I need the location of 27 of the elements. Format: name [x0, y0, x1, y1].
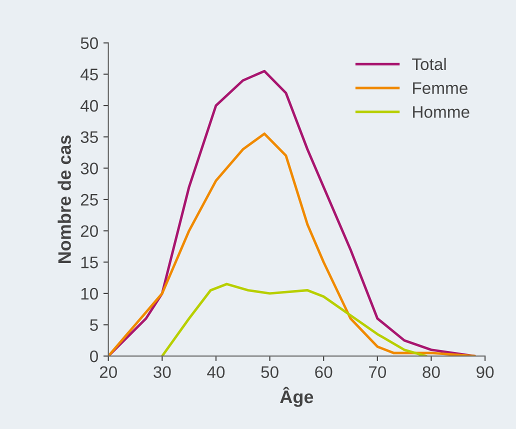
x-tick-label: 90: [476, 366, 494, 378]
y-tick-label: 0: [90, 350, 98, 362]
y-tick-label: 45: [80, 68, 98, 80]
x-tick-label: 30: [154, 366, 171, 378]
y-tick-label: 30: [80, 162, 98, 174]
y-tick-label: 50: [80, 37, 98, 50]
x-tick-label: 80: [422, 366, 440, 378]
y-axis-title: Nombre de cas: [58, 136, 71, 263]
x-tick-label: 60: [315, 366, 332, 378]
line-series: [108, 70, 476, 356]
y-tick-label: 20: [80, 225, 98, 238]
x-tick-label: 70: [369, 366, 386, 378]
x-tick-label: 40: [207, 366, 225, 378]
legend-label: Homme: [413, 106, 470, 118]
legend-label: Femme: [413, 82, 468, 94]
legend-label: Total: [412, 58, 446, 70]
line-series: [160, 282, 428, 356]
y-tick-label: 5: [90, 319, 98, 331]
y-tick-label: 15: [81, 256, 98, 268]
y-tick-label: 25: [80, 194, 98, 206]
y-tick-label: 40: [80, 100, 98, 112]
line-series: [108, 132, 476, 356]
x-tick-label: 50: [261, 366, 278, 378]
y-tick-label: 10: [81, 288, 98, 300]
y-tick-label: 35: [80, 131, 98, 144]
x-axis-title: Âge: [280, 386, 314, 407]
x-tick-label: 20: [100, 366, 117, 378]
